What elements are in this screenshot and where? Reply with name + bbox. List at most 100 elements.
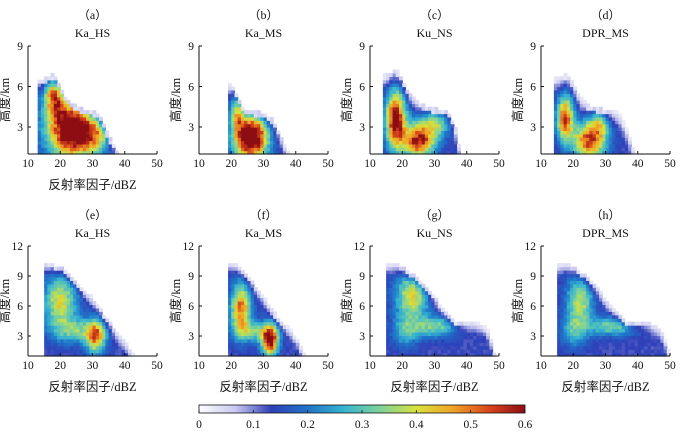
heatmap-cell (408, 290, 413, 295)
heatmap-cell (415, 140, 419, 145)
heatmap-cell (234, 290, 239, 295)
heatmap-cell (69, 325, 74, 330)
heatmap-cell (237, 352, 242, 357)
heatmap-cell (624, 349, 629, 354)
heatmap-cell (73, 103, 77, 108)
heatmap-cell (108, 352, 113, 357)
heatmap-cell (592, 338, 597, 343)
colorbar-tick-label: 0 (196, 419, 202, 431)
heatmap-cell (592, 345, 597, 350)
heatmap-cell (47, 335, 52, 340)
heatmap-cell (570, 266, 574, 271)
heatmap-cell (415, 137, 419, 142)
heatmap-cell (40, 93, 45, 98)
heatmap-cell (269, 150, 274, 155)
heatmap-cell (592, 328, 597, 333)
heatmap-cell (447, 113, 452, 118)
heatmap-cell (582, 342, 587, 347)
heatmap-cell (392, 127, 397, 131)
panel-title: Ku_NS (416, 26, 452, 40)
heatmap-cell (579, 338, 584, 343)
heatmap-cell (66, 290, 71, 295)
panel-label: （d） (590, 8, 620, 22)
heatmap-cell (437, 140, 442, 145)
heatmap-cell (292, 352, 297, 357)
heatmap-cell (576, 127, 581, 131)
heatmap-cell (644, 331, 649, 336)
heatmap-cell (228, 290, 232, 295)
heatmap-cell (576, 270, 581, 275)
heatmap-cell (421, 116, 426, 121)
heatmap-cell (482, 335, 487, 340)
heatmap-cell (615, 137, 619, 142)
heatmap-cell (573, 294, 578, 299)
y-tick-label: 12 (525, 241, 537, 253)
heatmap-cell (418, 150, 423, 155)
heatmap-cell (57, 86, 61, 91)
heatmap-cell (392, 283, 397, 288)
heatmap-cell (579, 110, 584, 115)
heatmap-cell (411, 283, 416, 288)
heatmap-cell (76, 287, 81, 292)
heatmap-cell (92, 127, 97, 131)
heatmap-cell (444, 321, 449, 326)
heatmap-cell (234, 263, 239, 268)
heatmap-cell (566, 133, 571, 138)
heatmap-cell (469, 328, 474, 333)
heatmap-cell (566, 321, 571, 326)
heatmap-cell (289, 338, 294, 343)
heatmap-cell (476, 331, 481, 336)
heatmap-cell (127, 349, 132, 354)
heatmap-cell (463, 345, 468, 350)
heatmap-cell (605, 325, 610, 330)
heatmap-cell (44, 304, 48, 309)
heatmap-cell (234, 345, 239, 350)
heatmap-cell (276, 318, 281, 323)
heatmap-cell (615, 349, 619, 354)
heatmap-cell (579, 113, 584, 118)
heatmap-cell (389, 335, 394, 340)
heatmap-cell (563, 79, 568, 84)
heatmap-cell (105, 352, 110, 357)
heatmap-cell (282, 352, 287, 357)
heatmap-cell (553, 137, 558, 142)
heatmap-cell (395, 69, 400, 74)
heatmap-cell (582, 110, 587, 115)
heatmap-cell (560, 273, 565, 278)
heatmap-cell (47, 113, 52, 118)
heatmap-cell (76, 301, 81, 306)
heatmap-cell (634, 328, 639, 333)
heatmap-cell (395, 352, 400, 357)
heatmap-cell (440, 150, 445, 155)
heatmap-cell (50, 106, 55, 111)
heatmap-cell (586, 304, 590, 309)
heatmap-cell (624, 147, 629, 152)
heatmap-cell (489, 352, 494, 357)
heatmap-cell (563, 263, 568, 268)
heatmap-cell (395, 335, 400, 340)
heatmap-cell (595, 321, 600, 326)
heatmap-cell (421, 143, 426, 148)
heatmap-cell (566, 318, 571, 323)
colorbar-tick-label: 0.6 (518, 419, 533, 431)
heatmap-cell (240, 270, 245, 275)
heatmap-cell (295, 345, 300, 350)
x-tick-label: 40 (290, 158, 302, 170)
heatmap-cell (247, 311, 252, 316)
heatmap-cell (589, 290, 594, 295)
heatmap-cell (579, 143, 584, 148)
heatmap-cell (402, 311, 407, 316)
heatmap-cell (553, 79, 558, 84)
heatmap-cell (282, 143, 287, 148)
heatmap-cell (611, 133, 616, 138)
heatmap-cell (66, 304, 71, 309)
colorbar-tick-label: 0.1 (246, 419, 261, 431)
heatmap-cell (450, 331, 455, 336)
heatmap-cell (263, 147, 268, 152)
heatmap-cell (79, 342, 84, 347)
heatmap-cell (560, 280, 565, 285)
heatmap-cell (563, 116, 568, 121)
heatmap-cell (595, 338, 600, 343)
heatmap-cell (566, 276, 571, 281)
heatmap-cell (50, 342, 55, 347)
